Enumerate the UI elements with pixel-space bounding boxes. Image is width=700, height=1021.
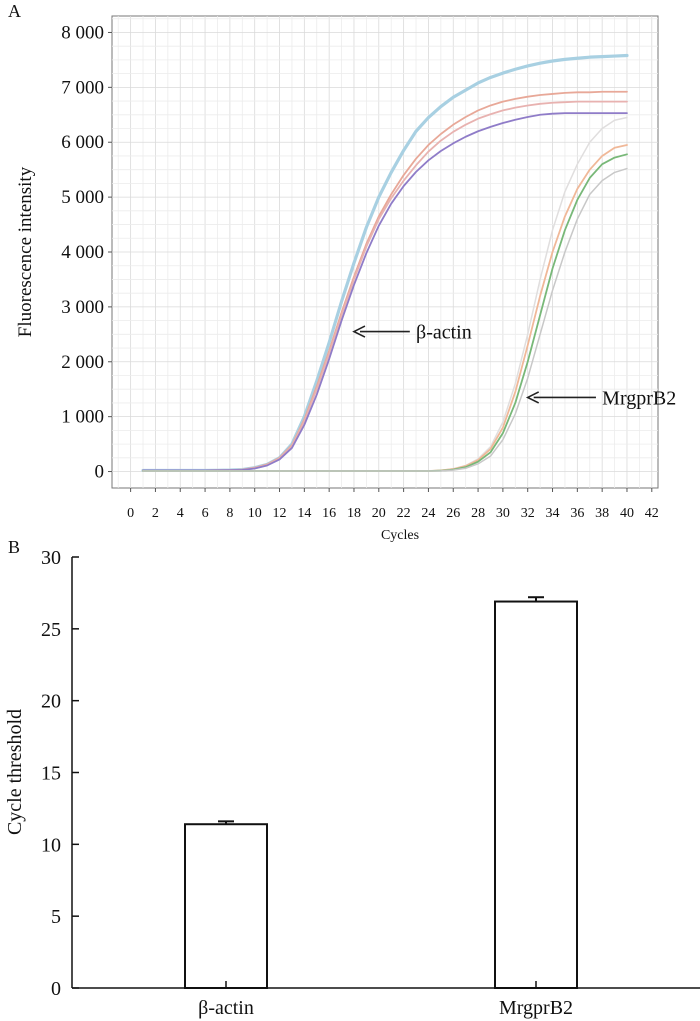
panel-b-y-axis-title: Cycle threshold — [4, 709, 26, 835]
x-tick-label: 28 — [471, 506, 485, 521]
series-line — [142, 167, 628, 472]
bar — [184, 823, 268, 989]
x-tick-label: 30 — [496, 506, 510, 521]
x-tick-label: 0 — [127, 506, 134, 521]
y-tick-label: 30 — [41, 547, 61, 569]
panel-a-x-axis-title: Cycles — [381, 528, 419, 543]
y-tick-label: 15 — [41, 763, 61, 785]
y-tick-label: 5 — [51, 906, 61, 928]
x-tick-label: 34 — [546, 506, 560, 521]
y-tick-label: 0 — [51, 978, 61, 1000]
x-tick-label: 18 — [347, 506, 361, 521]
y-tick-label: 10 — [41, 834, 61, 856]
x-tick-label: 4 — [177, 506, 184, 521]
annotation-arrow-head — [525, 391, 540, 404]
y-tick-label: 6 000 — [61, 132, 104, 153]
panel-a-annotations: β-actin MrgprB2 — [352, 322, 676, 409]
x-tick-label: 8 — [226, 506, 233, 521]
bar — [494, 600, 578, 990]
y-tick-label: 4 000 — [61, 242, 104, 263]
y-tick-label: 3 000 — [61, 297, 104, 318]
x-tick-label: 38 — [595, 506, 609, 521]
panel-b-bars — [184, 596, 578, 990]
panel-a-series-lines — [141, 53, 629, 473]
y-tick-label: 20 — [41, 691, 61, 713]
y-tick-label: 8 000 — [61, 22, 104, 43]
x-tick-label: 26 — [446, 506, 460, 521]
y-tick-label: 5 000 — [61, 187, 104, 208]
y-tick-label: 0 — [95, 462, 105, 483]
annotation-arrow-head — [352, 325, 366, 338]
x-tick-label: 20 — [372, 506, 386, 521]
x-tick-label: 2 — [152, 506, 159, 521]
y-tick-label: 7 000 — [61, 77, 104, 98]
y-tick-label: 25 — [41, 619, 61, 641]
panel-a-line-chart: A 0 1 000 2 000 3 000 4 000 5 000 6 000 7 000 8 … — [8, 1, 676, 543]
annotation-label: β-actin — [416, 322, 472, 344]
y-tick-label: 2 000 — [61, 352, 104, 373]
panel-b-axes: 0 5 10 15 20 25 30 β-actin MrgprB2 — [41, 547, 700, 1019]
panel-b-bar-chart: B 0 5 10 15 20 25 30 β-actin MrgprB2 Cycle thres… — [4, 537, 700, 1019]
y-tick-label: 1 000 — [61, 407, 104, 428]
panel-a-grid — [112, 16, 658, 488]
x-tick-label: 42 — [645, 506, 659, 521]
x-tick-label: 36 — [570, 506, 584, 521]
annotation-label: MrgprB2 — [602, 387, 676, 409]
x-tick-label: 22 — [397, 506, 411, 521]
x-category-label: MrgprB2 — [499, 997, 573, 1019]
x-tick-label: 14 — [297, 506, 311, 521]
x-tick-label: 16 — [322, 506, 336, 521]
panel-b-label: B — [8, 537, 20, 557]
panel-a-y-axis-title: Fluorescence intensity — [15, 166, 36, 337]
x-tick-label: 12 — [273, 506, 287, 521]
x-tick-label: 10 — [248, 506, 262, 521]
panel-a-axis-ticks: 0 1 000 2 000 3 000 4 000 5 000 6 000 7 000 8 00… — [61, 22, 659, 521]
x-tick-label: 6 — [202, 506, 209, 521]
x-tick-label: 40 — [620, 506, 634, 521]
x-tick-label: 32 — [521, 506, 535, 521]
x-tick-label: 24 — [421, 506, 435, 521]
x-category-label: β-actin — [198, 997, 254, 1019]
panel-a-label: A — [8, 1, 21, 21]
